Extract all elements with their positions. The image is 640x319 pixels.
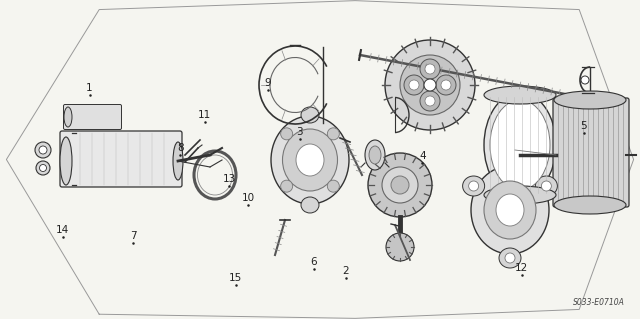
Circle shape	[39, 146, 47, 154]
Ellipse shape	[271, 116, 349, 204]
Circle shape	[327, 128, 339, 140]
Ellipse shape	[554, 91, 626, 109]
Ellipse shape	[484, 93, 556, 197]
Ellipse shape	[536, 176, 557, 196]
Ellipse shape	[463, 176, 484, 196]
Text: 9: 9	[264, 78, 271, 88]
Text: 13: 13	[223, 174, 236, 184]
Ellipse shape	[60, 137, 72, 185]
Text: 5: 5	[580, 121, 587, 131]
Ellipse shape	[173, 142, 183, 180]
Text: 12: 12	[515, 263, 528, 273]
Circle shape	[541, 181, 552, 191]
Circle shape	[327, 180, 339, 192]
Ellipse shape	[282, 129, 337, 191]
Ellipse shape	[369, 146, 381, 164]
Circle shape	[281, 180, 292, 192]
Ellipse shape	[64, 107, 72, 127]
Text: 3: 3	[296, 127, 303, 137]
Circle shape	[409, 80, 419, 90]
Circle shape	[424, 79, 436, 91]
Text: 10: 10	[242, 193, 255, 203]
Circle shape	[425, 96, 435, 106]
Ellipse shape	[484, 186, 556, 204]
Ellipse shape	[365, 140, 385, 170]
Ellipse shape	[484, 181, 536, 239]
Ellipse shape	[554, 196, 626, 214]
Text: 11: 11	[198, 110, 211, 120]
FancyBboxPatch shape	[553, 98, 629, 207]
Circle shape	[36, 161, 50, 175]
Text: 14: 14	[56, 225, 69, 235]
Circle shape	[425, 64, 435, 74]
Circle shape	[40, 165, 47, 172]
Text: 8: 8	[177, 143, 184, 153]
Ellipse shape	[296, 144, 324, 176]
Ellipse shape	[484, 86, 556, 104]
Ellipse shape	[471, 166, 549, 254]
Circle shape	[386, 233, 414, 261]
Circle shape	[385, 40, 475, 130]
Circle shape	[404, 75, 424, 95]
Ellipse shape	[301, 197, 319, 213]
Text: 4: 4	[419, 151, 426, 161]
Text: 6: 6	[310, 256, 317, 267]
Text: S033-E0710A: S033-E0710A	[573, 298, 625, 307]
Circle shape	[441, 80, 451, 90]
Ellipse shape	[496, 194, 524, 226]
Text: 15: 15	[229, 272, 242, 283]
Text: 1: 1	[86, 83, 93, 93]
Circle shape	[581, 76, 589, 84]
Circle shape	[420, 91, 440, 111]
Circle shape	[35, 142, 51, 158]
Ellipse shape	[490, 100, 550, 190]
Ellipse shape	[499, 248, 521, 268]
Ellipse shape	[301, 107, 319, 123]
Text: 7: 7	[130, 231, 136, 241]
Circle shape	[368, 153, 432, 217]
Text: 2: 2	[342, 266, 349, 276]
Circle shape	[382, 167, 418, 203]
Circle shape	[468, 181, 479, 191]
FancyBboxPatch shape	[63, 105, 122, 130]
Circle shape	[400, 55, 460, 115]
Circle shape	[505, 253, 515, 263]
Circle shape	[436, 75, 456, 95]
FancyBboxPatch shape	[60, 131, 182, 187]
Circle shape	[420, 59, 440, 79]
Circle shape	[391, 176, 409, 194]
Circle shape	[281, 128, 292, 140]
